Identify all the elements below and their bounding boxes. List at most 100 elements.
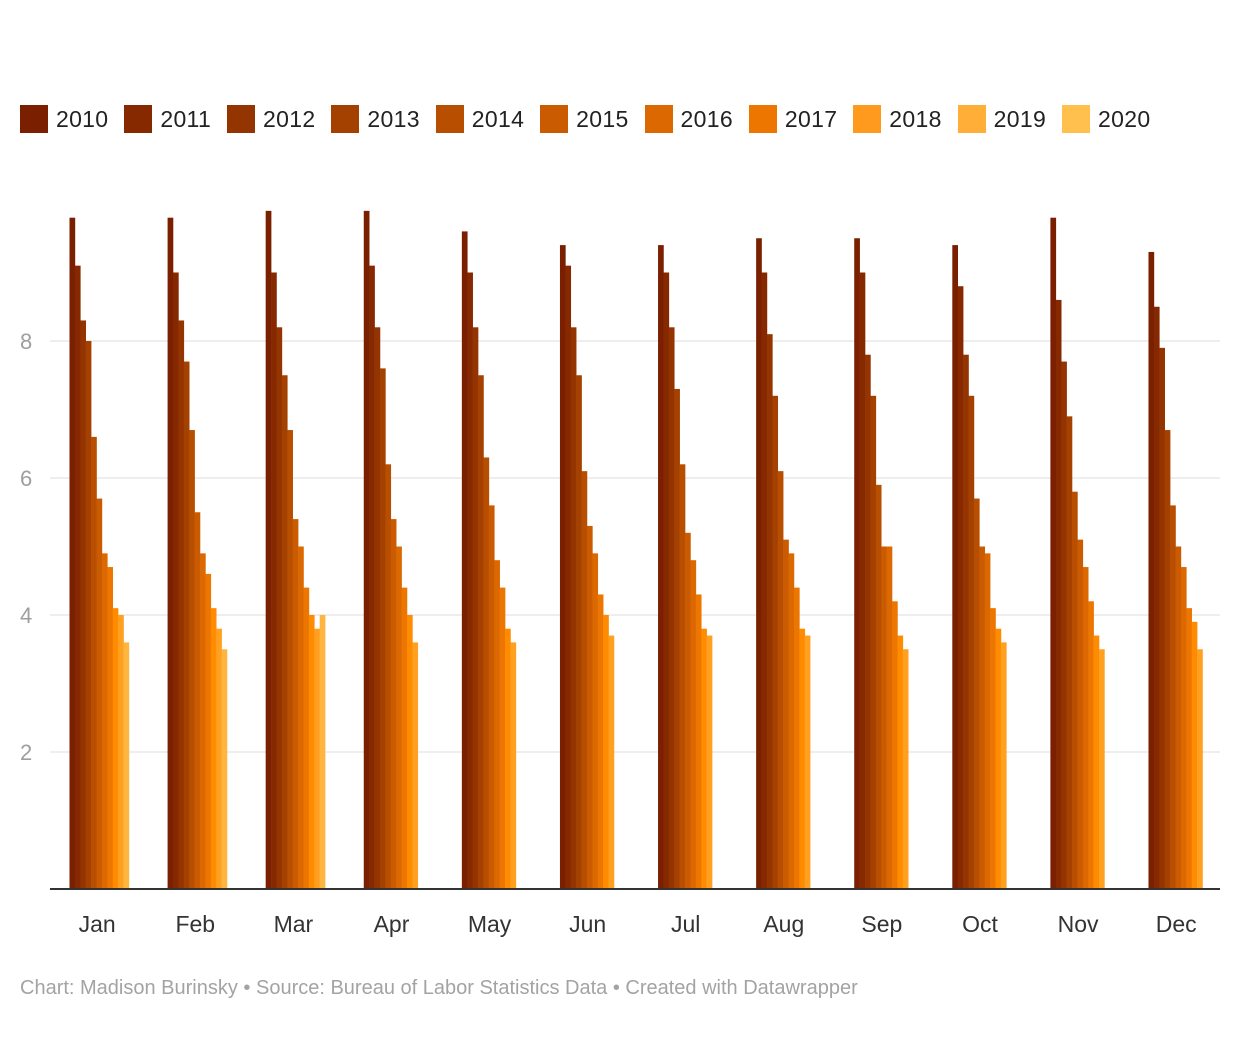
y-tick-label-8: 8 [20,329,32,354]
chart-footer: Chart: Madison Burinsky • Source: Bureau… [20,977,858,999]
bar-may-2013 [478,375,484,889]
bar-feb-2019 [216,628,222,889]
legend-label-2016: 2016 [680,105,733,132]
x-tick-label-jun: Jun [569,911,606,937]
bar-sep-2014 [875,484,882,889]
bar-dec-2016 [1180,567,1187,889]
bar-mar-2013 [281,375,288,889]
x-tick-label-may: May [468,911,512,937]
bar-may-2012 [472,327,479,889]
x-tick-label-apr: Apr [374,911,410,937]
legend-label-2013: 2013 [367,105,420,132]
bar-may-2017 [499,587,506,889]
legend-swatch-2010 [20,105,48,133]
bar-apr-2019 [412,642,419,889]
bar-jun-2014 [581,471,588,889]
bar-jun-2012 [570,327,577,889]
bar-jul-2018 [701,628,707,889]
bar-dec-2018 [1191,621,1198,889]
legend-swatch-2014 [435,105,464,133]
chart-legend: 2010 2011 2012 2013 2014 2015 2016 2017 2018 2019… [20,103,1166,135]
legend-item-2018: 2018 [853,105,941,133]
bar-sep-2011 [859,272,866,889]
legend-swatch-2015 [540,105,569,133]
bar-may-2014 [483,457,490,889]
legend-item-2010: 2010 [20,105,108,133]
legend-item-2017: 2017 [748,105,837,133]
legend-label-2019: 2019 [993,105,1047,132]
bar-feb-2017 [205,573,212,889]
bar-nov-2016 [1082,567,1089,889]
bar-nov-2014 [1072,491,1078,889]
bar-aug-2010 [756,238,762,889]
bar-apr-2015 [390,519,397,889]
legend-label-2018: 2018 [889,105,942,132]
y-tick-label-2: 2 [20,740,32,765]
bar-sep-2015 [881,546,887,889]
bar-aug-2012 [766,334,773,889]
bar-feb-2013 [183,361,190,889]
bar-nov-2011 [1055,299,1062,889]
bar-may-2015 [488,505,495,889]
legend-swatch-2016 [644,105,673,133]
bar-may-2011 [467,272,473,889]
legend-label-2020: 2020 [1098,105,1151,132]
bar-jun-2011 [565,265,572,889]
bar-apr-2016 [396,546,402,889]
bar-jan-2017 [107,567,113,889]
legend-label-2011: 2011 [160,105,212,132]
bar-oct-2013 [968,395,975,889]
bar-aug-2018 [799,628,806,889]
bar-may-2010 [461,231,468,889]
y-tick-label-4: 4 [20,603,32,628]
bar-dec-2010 [1148,251,1155,889]
bar-apr-2018 [406,615,413,889]
legend-label-2012: 2012 [263,105,316,132]
bar-dec-2012 [1159,347,1165,890]
bar-dec-2019 [1197,649,1203,889]
legend-swatch-2017 [748,105,777,133]
legend-item-2011: 2011 [124,105,211,133]
bar-may-2018 [505,628,511,889]
legend-item-2020: 2020 [1062,105,1150,133]
bar-jun-2013 [576,375,582,889]
bar-aug-2011 [761,272,768,889]
bar-apr-2011 [369,265,375,889]
bar-apr-2012 [374,327,381,889]
bar-nov-2012 [1061,361,1067,889]
bar-jan-2010 [69,217,76,889]
bar-jan-2015 [96,498,103,889]
bar-jul-2014 [679,464,686,889]
bar-jun-2018 [603,615,609,889]
bar-mar-2015 [292,519,299,889]
bar-mar-2010 [265,210,272,890]
x-tick-label-mar: Mar [274,911,314,937]
legend-swatch-2012 [227,105,256,133]
bar-jan-2014 [91,436,97,889]
bar-aug-2019 [804,635,811,889]
x-tick-label-sep: Sep [861,911,902,937]
bar-dec-2017 [1186,608,1192,889]
x-tick-label-jan: Jan [79,911,116,937]
legend-swatch-2019 [957,105,986,133]
bar-jul-2013 [674,388,680,889]
x-tick-label-jul: Jul [671,911,700,937]
bar-jul-2011 [663,272,670,889]
bar-mar-2014 [287,430,293,889]
bar-jan-2020 [123,642,130,889]
bar-aug-2014 [777,471,784,889]
bar-oct-2016 [984,553,991,889]
bar-jun-2019 [608,635,615,889]
bar-mar-2016 [298,546,304,889]
legend-item-2013: 2013 [331,105,419,133]
bar-oct-2010 [952,245,959,890]
bar-jul-2017 [695,594,702,889]
bar-dec-2014 [1170,505,1176,889]
legend-swatch-2020 [1062,105,1091,133]
bar-jan-2011 [74,265,81,889]
bar-nov-2017 [1088,601,1094,889]
bar-jun-2016 [592,553,599,889]
legend-swatch-2011 [124,105,153,133]
bar-jul-2015 [685,532,691,889]
bar-may-2019 [510,642,517,889]
